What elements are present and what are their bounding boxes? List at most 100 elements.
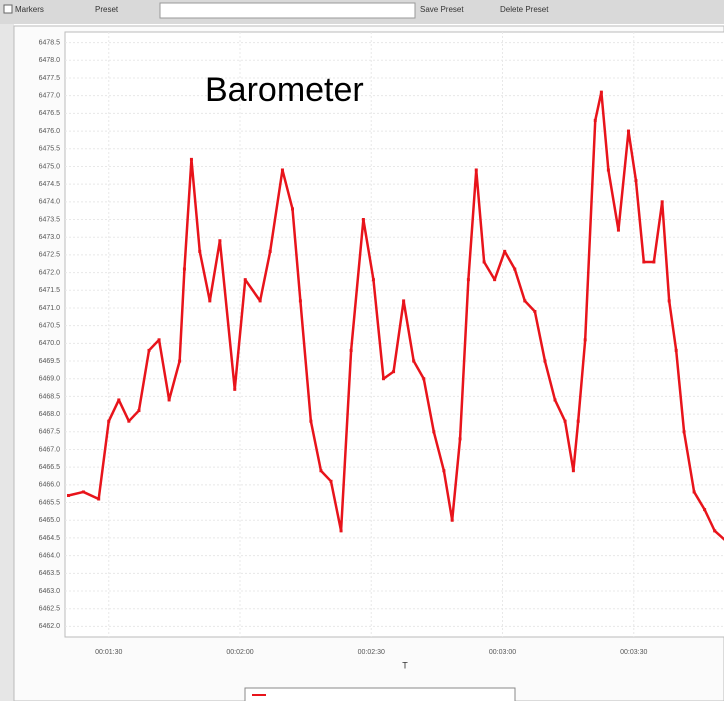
- y-tick-label: 6474.0: [39, 199, 61, 206]
- data-point: [244, 278, 247, 281]
- data-point: [513, 268, 516, 271]
- markers-checkbox[interactable]: [4, 5, 12, 13]
- data-point: [168, 398, 171, 401]
- data-point: [412, 360, 415, 363]
- delete-preset-button[interactable]: Delete Preset: [500, 5, 549, 14]
- y-tick-label: 6464.0: [39, 552, 61, 559]
- data-point: [319, 469, 322, 472]
- y-tick-label: 6471.0: [39, 305, 61, 312]
- data-point: [668, 299, 671, 302]
- data-point: [634, 179, 637, 182]
- y-tick-label: 6464.5: [39, 535, 61, 542]
- y-tick-label: 6470.5: [39, 322, 61, 329]
- data-point: [422, 377, 425, 380]
- data-point: [117, 398, 120, 401]
- data-point: [233, 388, 236, 391]
- y-tick-label: 6469.5: [39, 358, 61, 365]
- y-tick-label: 6477.0: [39, 93, 61, 100]
- data-point: [67, 494, 70, 497]
- data-point: [299, 299, 302, 302]
- x-tick-label: 00:02:30: [358, 649, 385, 656]
- plot-area: [65, 32, 724, 637]
- data-point: [523, 299, 526, 302]
- y-tick-label: 6469.0: [39, 376, 61, 383]
- data-point: [683, 430, 686, 433]
- data-point: [340, 529, 343, 532]
- y-tick-label: 6465.0: [39, 517, 61, 524]
- data-point: [483, 260, 486, 263]
- y-tick-label: 6476.5: [39, 110, 61, 117]
- y-tick-label: 6472.5: [39, 252, 61, 259]
- data-point: [208, 299, 211, 302]
- data-point: [703, 508, 706, 511]
- y-tick-label: 6470.0: [39, 340, 61, 347]
- data-point: [190, 158, 193, 161]
- markers-label: Markers: [15, 5, 44, 14]
- data-point: [675, 349, 678, 352]
- y-tick-label: 6476.0: [39, 128, 61, 135]
- data-point: [198, 250, 201, 253]
- data-point: [259, 299, 262, 302]
- data-point: [564, 420, 567, 423]
- y-tick-label: 6465.5: [39, 499, 61, 506]
- data-point: [97, 498, 100, 501]
- data-point: [459, 437, 462, 440]
- y-tick-label: 6471.5: [39, 287, 61, 294]
- y-tick-label: 6477.5: [39, 75, 61, 82]
- data-point: [617, 229, 620, 232]
- y-tick-label: 6466.0: [39, 482, 61, 489]
- data-point: [330, 480, 333, 483]
- data-point: [493, 278, 496, 281]
- preset-dropdown[interactable]: [160, 3, 415, 18]
- data-point: [402, 299, 405, 302]
- preset-label: Preset: [95, 5, 119, 14]
- data-point: [594, 119, 597, 122]
- y-tick-label: 6475.5: [39, 146, 61, 153]
- data-point: [475, 168, 478, 171]
- data-point: [713, 529, 716, 532]
- data-point: [533, 310, 536, 313]
- y-tick-label: 6467.5: [39, 429, 61, 436]
- y-tick-label: 6462.0: [39, 623, 61, 630]
- chart-title: Barometer: [205, 71, 364, 109]
- data-point: [137, 409, 140, 412]
- save-preset-button[interactable]: Save Preset: [420, 5, 464, 14]
- y-tick-label: 6474.5: [39, 181, 61, 188]
- data-point: [178, 360, 181, 363]
- data-point: [577, 420, 580, 423]
- data-point: [309, 420, 312, 423]
- data-point: [158, 338, 161, 341]
- y-tick-label: 6473.5: [39, 216, 61, 223]
- data-point: [218, 239, 221, 242]
- data-point: [627, 130, 630, 133]
- data-point: [269, 250, 272, 253]
- data-point: [82, 490, 85, 493]
- y-tick-label: 6473.0: [39, 234, 61, 241]
- y-tick-label: 6472.0: [39, 269, 61, 276]
- y-tick-label: 6468.0: [39, 411, 61, 418]
- x-tick-label: 00:03:30: [620, 649, 647, 656]
- data-point: [554, 398, 557, 401]
- data-point: [107, 420, 110, 423]
- x-axis-label: T: [402, 660, 408, 670]
- data-point: [442, 469, 445, 472]
- x-tick-label: 00:03:00: [489, 649, 516, 656]
- x-tick-label: 00:02:00: [226, 649, 253, 656]
- y-tick-label: 6467.0: [39, 446, 61, 453]
- data-point: [127, 420, 130, 423]
- data-point: [350, 349, 353, 352]
- y-tick-label: 6463.0: [39, 588, 61, 595]
- y-tick-label: 6475.0: [39, 163, 61, 170]
- side-panel: [0, 24, 14, 701]
- data-point: [661, 200, 664, 203]
- data-point: [372, 278, 375, 281]
- data-point: [148, 349, 151, 352]
- y-tick-label: 6462.5: [39, 606, 61, 613]
- data-point: [432, 430, 435, 433]
- legend: [245, 688, 515, 701]
- y-tick-label: 6478.0: [39, 57, 61, 64]
- data-point: [584, 338, 587, 341]
- data-point: [693, 490, 696, 493]
- y-tick-label: 6468.5: [39, 393, 61, 400]
